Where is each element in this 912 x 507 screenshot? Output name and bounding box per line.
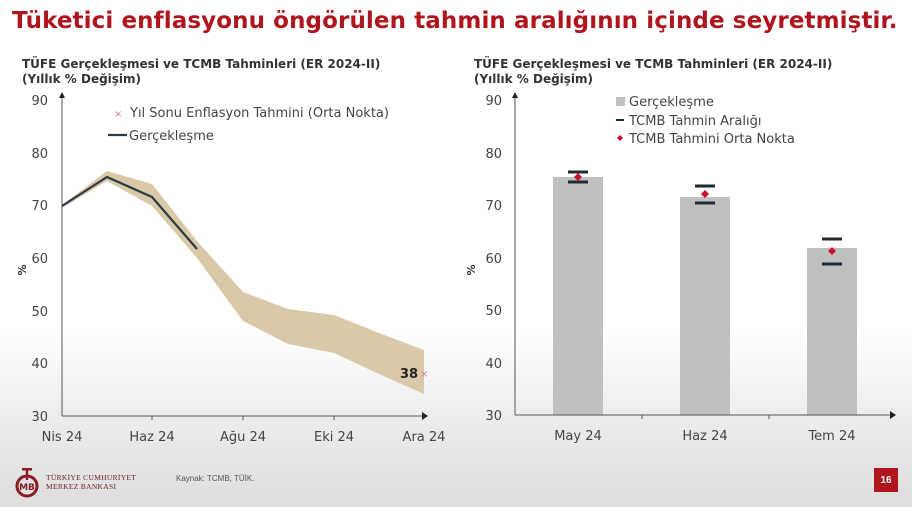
right-chart-title-line2: (Yıllık % Değişim) [474,72,594,86]
svg-text:Haz 24: Haz 24 [682,429,727,444]
svg-text:60: 60 [485,252,502,267]
midpoint-x-marker-icon: × [114,109,122,120]
bank-name-line1: TÜRKİYE CUMHURİYET [46,473,137,482]
left-chart-title-line2: (Yıllık % Değişim) [22,72,142,86]
svg-text:Tem 24: Tem 24 [807,429,855,444]
bar-tem [807,248,857,415]
source-note: Kaynak: TCMB, TÜİK. [176,474,255,483]
bank-name-line2: MERKEZ BANKASI [46,482,117,491]
svg-text:80: 80 [485,147,502,162]
left-chart-title: TÜFE Gerçekleşmesi ve TCMB Tahminleri (E… [22,57,380,87]
svg-text:50: 50 [31,305,48,320]
svg-text:90: 90 [31,94,48,109]
svg-text:70: 70 [485,199,502,214]
actual-line [61,175,198,250]
range-markers [568,170,842,266]
year-end-x-marker-icon: × [420,369,428,380]
bar-haz [680,197,730,415]
legend-diamond-icon [617,135,623,141]
legend-actual-label: Gerçekleşme [129,129,214,144]
year-end-annotation: 38 [400,367,418,382]
right-chart-title: TÜFE Gerçekleşmesi ve TCMB Tahminleri (E… [474,57,832,87]
svg-text:Ağu 24: Ağu 24 [220,430,266,445]
tcmb-logo-icon: MB [15,468,39,498]
svg-text:70: 70 [31,199,48,214]
left-chart: 90 80 70 60 50 40 30 % Nis 24 Haz 24 Ağu… [16,92,446,445]
y-axis-arrow-icon [59,92,65,98]
legend-midpoint-label: Yıl Sonu Enflasyon Tahmini (Orta Nokta) [129,106,389,121]
svg-text:May 24: May 24 [554,429,602,444]
right-chart-title-line1: TÜFE Gerçekleşmesi ve TCMB Tahminleri (E… [474,57,833,71]
svg-text:30: 30 [31,410,48,425]
legend-range-label: TCMB Tahmin Aralığı [628,114,761,129]
svg-text:MB: MB [19,483,35,493]
y-axis-arrow-icon [512,92,518,98]
legend-midpoint-label: TCMB Tahmini Orta Nokta [628,132,795,147]
footer: MB TÜRKİYE CUMHURİYET MERKEZ BANKASI Kay… [0,460,912,500]
svg-text:40: 40 [485,357,502,372]
left-y-tick-labels: 90 80 70 60 50 40 30 [31,94,48,425]
right-y-axis-label: % [465,264,478,275]
left-x-tick-labels: Nis 24 Haz 24 Ağu 24 Eki 24 Ara 24 [42,430,446,445]
svg-text:30: 30 [485,409,502,424]
svg-text:80: 80 [31,147,48,162]
x-axis-arrow-icon [890,411,896,419]
svg-text:60: 60 [31,252,48,267]
svg-text:Nis 24: Nis 24 [42,430,83,445]
left-y-axis-label: % [16,264,29,275]
svg-text:Haz 24: Haz 24 [129,430,174,445]
left-chart-title-line1: TÜFE Gerçekleşmesi ve TCMB Tahminleri (E… [22,57,381,71]
page-number: 16 [874,468,898,492]
svg-text:Eki 24: Eki 24 [314,430,354,445]
midpoint-markers [574,173,836,255]
svg-text:Ara 24: Ara 24 [403,430,446,445]
legend-actual-label: Gerçekleşme [629,95,714,110]
svg-text:90: 90 [485,94,502,109]
svg-text:50: 50 [485,304,502,319]
right-y-tick-labels: 90 80 70 60 50 40 30 [485,94,502,424]
bank-name: TÜRKİYE CUMHURİYET MERKEZ BANKASI [46,473,136,491]
right-chart: 90 80 70 60 50 40 30 % May 24 Haz 24 Tem… [465,92,896,444]
slide-title: Tüketici enflasyonu öngörülen tahmin ara… [12,8,898,34]
bar-may [553,177,603,415]
svg-text:40: 40 [31,357,48,372]
legend-bar-icon [616,97,625,106]
right-x-tick-labels: May 24 Haz 24 Tem 24 [554,429,855,444]
x-axis-arrow-icon [422,412,428,420]
forecast-band [62,171,424,394]
